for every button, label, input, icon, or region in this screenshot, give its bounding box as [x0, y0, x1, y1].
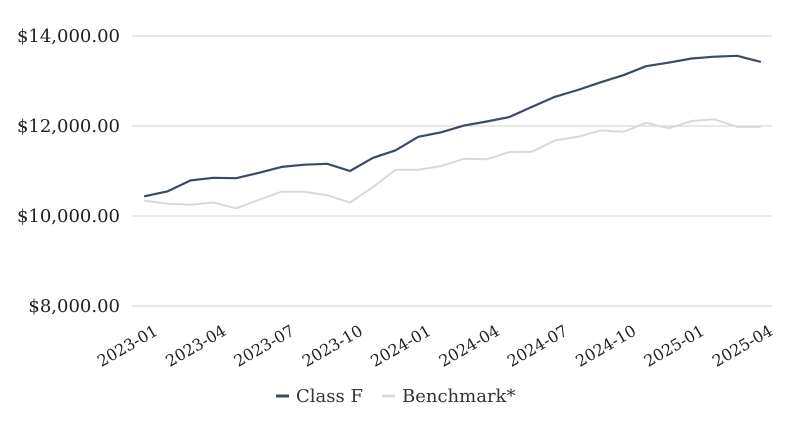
x-axis: 2023-01 2023-04 2023-07 2023-10 2024-01 2024-… — [94, 321, 776, 371]
x-tick-label: 2023-04 — [162, 321, 229, 371]
x-tick-label: 2024-01 — [367, 321, 434, 371]
legend-label: Class F — [296, 386, 363, 407]
series-lines — [143, 54, 762, 210]
series-line-class-f — [143, 54, 762, 198]
x-tick-label: 2023-01 — [94, 321, 161, 371]
y-tick-label: $12,000.00 — [17, 116, 120, 137]
y-tick-label: $10,000.00 — [17, 206, 120, 227]
y-axis: $8,000.00 $10,000.00 $12,000.00 $14,000.00 — [17, 26, 120, 317]
x-tick-label: 2023-10 — [299, 321, 366, 371]
gridlines — [132, 35, 772, 307]
y-tick-label: $14,000.00 — [17, 26, 120, 47]
x-tick-label: 2024-07 — [504, 321, 571, 371]
y-tick-label: $8,000.00 — [28, 296, 120, 317]
legend: Class F Benchmark* — [276, 386, 515, 407]
x-tick-label: 2025-04 — [709, 321, 776, 371]
x-tick-label: 2024-04 — [436, 321, 503, 371]
legend-label: Benchmark* — [402, 386, 515, 407]
series-line-benchmark — [144, 118, 761, 210]
x-tick-label: 2025-01 — [641, 321, 708, 371]
x-tick-label: 2024-10 — [572, 321, 639, 371]
x-tick-label: 2023-07 — [231, 321, 298, 371]
